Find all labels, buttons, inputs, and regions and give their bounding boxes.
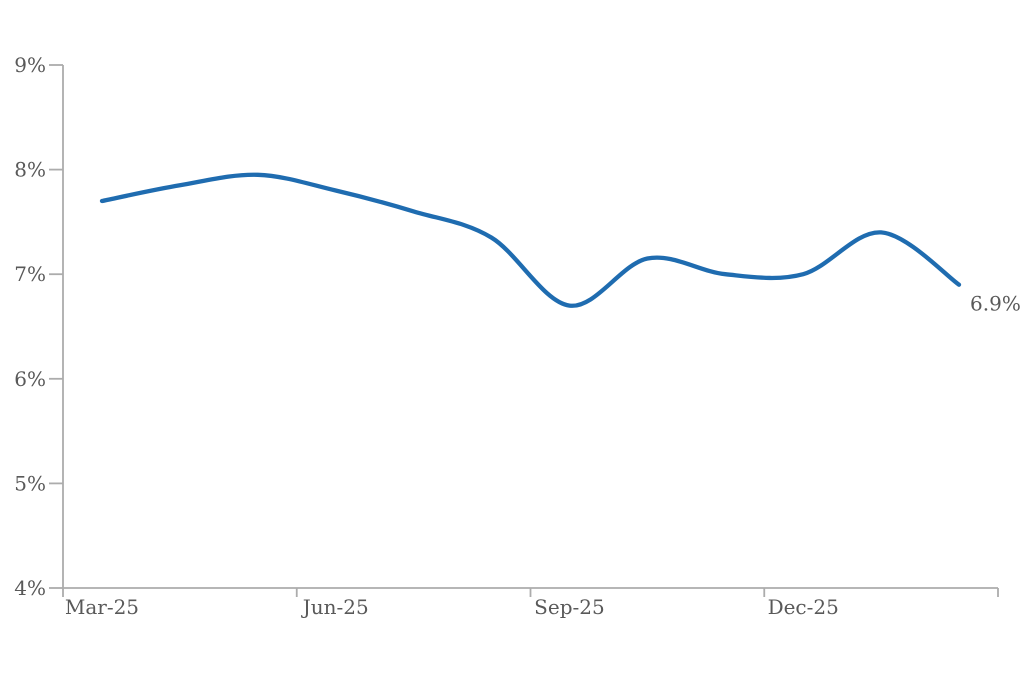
y-axis-tick-label: 4% — [14, 576, 46, 600]
y-axis-tick-label: 9% — [14, 53, 46, 77]
x-axis-tick-label: Jun-25 — [301, 595, 369, 619]
x-axis-tick-label: Dec-25 — [768, 595, 839, 619]
y-axis-tick-label: 5% — [14, 471, 46, 495]
y-axis-tick-label: 6% — [14, 367, 46, 391]
y-axis-tick-label: 7% — [14, 262, 46, 286]
y-axis-tick-label: 8% — [14, 158, 46, 182]
series-line — [99, 172, 962, 308]
x-axis-tick-label: Sep-25 — [534, 595, 605, 619]
x-axis-tick-label: Mar-25 — [65, 595, 139, 619]
end-value-label: 6.9% — [970, 292, 1021, 316]
